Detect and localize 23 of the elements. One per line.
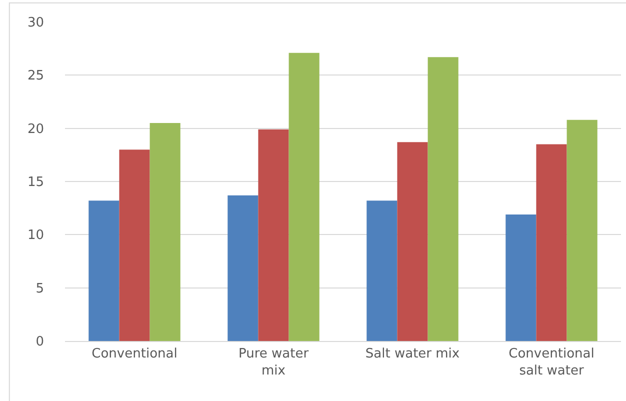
bar xyxy=(506,214,536,341)
x-tick-label: Salt water mix xyxy=(365,346,460,362)
bar xyxy=(366,200,398,341)
y-tick-label: 0 xyxy=(36,334,44,350)
y-tick-label: 25 xyxy=(27,68,44,84)
x-tick-label: Pure water mix xyxy=(238,346,310,378)
bar xyxy=(288,52,320,341)
y-tick-label: 15 xyxy=(27,175,44,190)
x-tick-label: Conventional xyxy=(92,346,178,362)
x-tick-label: Conventional salt water xyxy=(508,346,594,378)
y-tick-label: 20 xyxy=(27,122,44,137)
bar xyxy=(536,144,567,341)
bar xyxy=(566,120,598,341)
y-tick-label: 30 xyxy=(27,16,44,31)
bar xyxy=(228,195,258,341)
y-tick-label: 10 xyxy=(27,228,44,244)
bar xyxy=(428,57,458,341)
bar xyxy=(150,123,180,341)
bar xyxy=(119,150,150,341)
bar xyxy=(258,129,289,341)
bar xyxy=(88,200,120,341)
bar xyxy=(397,142,428,341)
y-tick-label: 5 xyxy=(36,281,44,296)
